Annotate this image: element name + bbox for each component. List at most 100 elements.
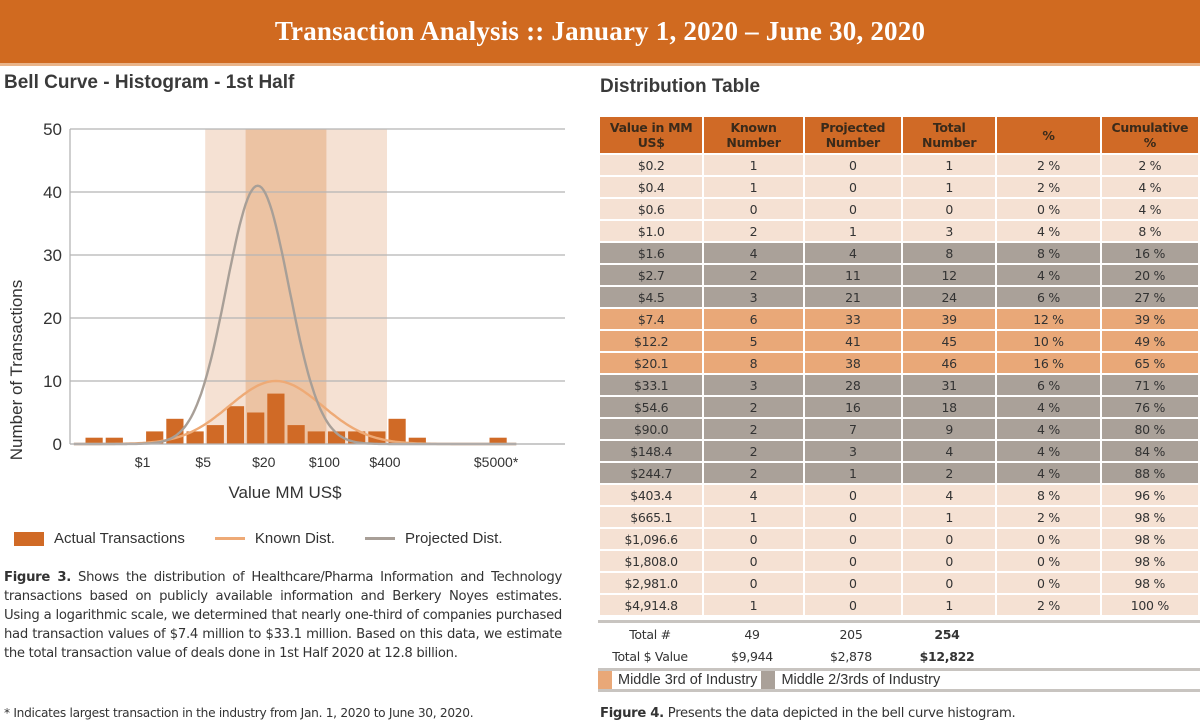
x-tick-label: $5 <box>195 454 211 470</box>
table-cell: 1 <box>902 155 996 175</box>
total-known-count: 49 <box>744 626 760 642</box>
table-cell: $54.6 <box>600 397 703 417</box>
table-cell: 2 <box>704 397 803 417</box>
table-row: $12.2 5 41 45 10 % 49 % <box>600 331 1198 351</box>
table-cell: $1.0 <box>600 221 703 241</box>
table-cell: $1.6 <box>600 243 703 263</box>
table-cell: 4 <box>704 243 803 263</box>
table-row: $2.7 2 11 12 4 % 20 % <box>600 265 1198 285</box>
table-cell: 8 % <box>1101 221 1198 241</box>
histogram-bar <box>267 393 285 444</box>
table-cell: 16 <box>804 397 901 417</box>
table-cell: $148.4 <box>600 441 703 461</box>
table-cell: 1 <box>704 595 803 615</box>
table-cell: $90.0 <box>600 419 703 439</box>
table-row: $7.4 6 33 39 12 % 39 % <box>600 309 1198 329</box>
table-cell: 4 % <box>1101 177 1198 197</box>
y-tick-label: 0 <box>53 435 62 454</box>
table-cell: 0 <box>902 551 996 571</box>
table-cell: 6 % <box>997 287 1100 307</box>
table-cell: 2 <box>704 441 803 461</box>
table-cell: $2,981.0 <box>600 573 703 593</box>
table-cell: $12.2 <box>600 331 703 351</box>
chart-legend: Actual Transactions Known Dist. Projecte… <box>14 530 533 547</box>
table-cell: 0 <box>804 573 901 593</box>
table-cell: 0 % <box>997 199 1100 219</box>
y-tick-label: 10 <box>43 372 62 391</box>
table-cell: 80 % <box>1101 419 1198 439</box>
table-cell: 10 % <box>997 331 1100 351</box>
table-cell: 0 <box>804 595 901 615</box>
table-cell: 1 <box>704 155 803 175</box>
table-header-row: Value in MM US$ Known Number Projected N… <box>600 117 1198 153</box>
caption-text: Shows the distribution of Healthcare/Pha… <box>4 570 562 661</box>
table-cell: 9 <box>902 419 996 439</box>
histogram-bar <box>287 425 305 444</box>
table-cell: 0 <box>902 573 996 593</box>
table-cell: 1 <box>902 177 996 197</box>
table-cell: $20.1 <box>600 353 703 373</box>
total-value-label: Total $ Value <box>612 648 688 664</box>
table-cell: 71 % <box>1101 375 1198 395</box>
table-cell: 2 <box>704 265 803 285</box>
y-tick-label: 30 <box>43 246 62 265</box>
table-cell: $1,808.0 <box>600 551 703 571</box>
x-tick-label: $400 <box>369 454 400 470</box>
table-cell: 0 <box>902 529 996 549</box>
table-cell: 8 <box>902 243 996 263</box>
table-cell: 41 <box>804 331 901 351</box>
table-cell: 31 <box>902 375 996 395</box>
table-cell: 0 <box>704 573 803 593</box>
table-cell: $244.7 <box>600 463 703 483</box>
total-count-row: Total # 49 205 254 <box>598 623 1200 645</box>
x-tick-label: $20 <box>252 454 276 470</box>
table-cell: 16 % <box>997 353 1100 373</box>
banner-title: Transaction Analysis :: January 1, 2020 … <box>274 16 926 46</box>
legend-label: Known Dist. <box>254 530 335 547</box>
table-cell: 1 <box>704 507 803 527</box>
table-cell: 0 <box>704 199 803 219</box>
table-cell: 0 <box>804 507 901 527</box>
table-cell: $0.6 <box>600 199 703 219</box>
histogram-bar <box>327 431 346 444</box>
table-row: $0.2 1 0 1 2 % 2 % <box>600 155 1198 175</box>
table-cell: 0 <box>804 551 901 571</box>
histogram-title: Bell Curve - Histogram - 1st Half <box>4 72 295 93</box>
histogram-bar <box>408 437 426 444</box>
y-tick-label: 20 <box>43 309 62 328</box>
table-cell: 98 % <box>1101 551 1198 571</box>
table-cell: 27 % <box>1101 287 1198 307</box>
table-row: $0.4 1 0 1 2 % 4 % <box>600 177 1198 197</box>
table-cell: 4 <box>902 485 996 505</box>
table-row: $244.7 2 1 2 4 % 88 % <box>600 463 1198 483</box>
table-cell: 4 <box>804 243 901 263</box>
table-row: $4,914.8 1 0 1 2 % 100 % <box>600 595 1198 615</box>
table-cell: $4,914.8 <box>600 595 703 615</box>
table-cell: 0 <box>902 199 996 219</box>
histogram-bar <box>105 437 123 444</box>
legend-item-known: Known Dist. <box>214 530 335 547</box>
table-cell: $0.4 <box>600 177 703 197</box>
total-projected-value: $2,878 <box>830 648 872 664</box>
table-cell: 1 <box>902 595 996 615</box>
band-legend: Middle 3rd of Industry Middle 2/3rds of … <box>598 668 1200 692</box>
column-header: Projected Number <box>804 117 901 153</box>
table-cell: 1 <box>804 463 901 483</box>
table-cell: 98 % <box>1101 529 1198 549</box>
footnote: * Indicates largest transaction in the i… <box>4 706 474 720</box>
table-cell: 6 % <box>997 375 1100 395</box>
table-row: $90.0 2 7 9 4 % 80 % <box>600 419 1198 439</box>
table-row: $665.1 1 0 1 2 % 98 % <box>600 507 1198 527</box>
histogram-bar <box>206 425 224 444</box>
total-count: 254 <box>934 626 960 642</box>
table-row: $54.6 2 16 18 4 % 76 % <box>600 397 1198 417</box>
table-row: $1.0 2 1 3 4 % 8 % <box>600 221 1198 241</box>
table-cell: $0.2 <box>600 155 703 175</box>
table-cell: 3 <box>704 287 803 307</box>
column-header: Cumulative % <box>1101 117 1198 153</box>
table-cell: $4.5 <box>600 287 703 307</box>
table-cell: 24 <box>902 287 996 307</box>
x-tick-label: $1 <box>135 454 151 470</box>
table-cell: 2 % <box>1101 155 1198 175</box>
legend-label: Projected Dist. <box>404 530 503 547</box>
